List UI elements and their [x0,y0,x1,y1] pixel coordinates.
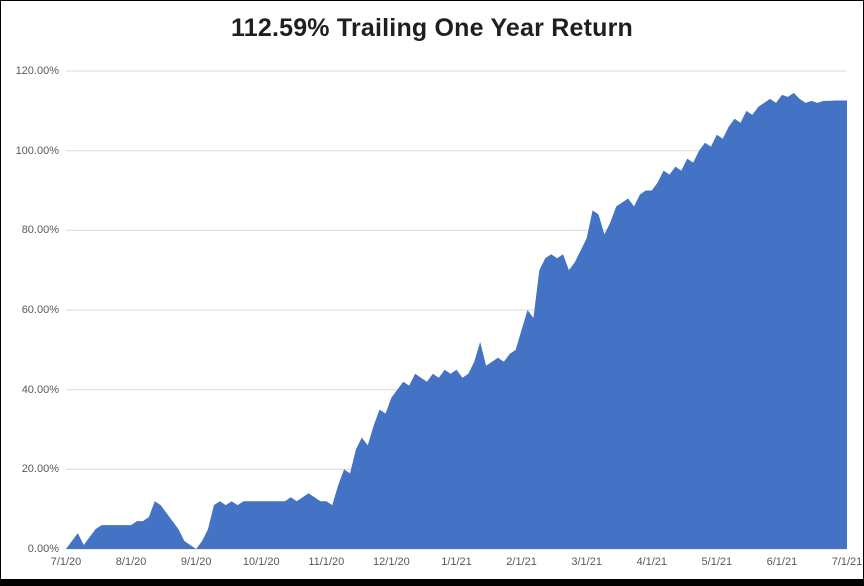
x-tick-label: 2/1/21 [506,556,537,568]
x-tick-label: 11/1/20 [308,556,345,568]
x-tick-label: 4/1/21 [636,556,668,568]
x-tick-label: 8/1/20 [115,556,147,568]
y-tick-label: 0.00% [27,543,59,555]
y-tick-label: 40.00% [21,383,59,396]
x-tick-label: 10/1/20 [242,556,280,568]
y-tick-label: 120.00% [15,65,59,77]
chart-title: 112.59% Trailing One Year Return [231,14,633,42]
x-tick-label: 12/1/20 [373,556,410,568]
return-area-series [66,92,847,549]
x-tick-label: 7/1/21 [831,556,863,568]
x-tick-label: 1/1/21 [441,556,472,568]
x-tick-label: 6/1/21 [766,556,798,568]
y-tick-label: 20.00% [21,463,59,476]
y-tick-label: 80.00% [21,224,59,237]
y-tick-label: 60.00% [21,304,59,316]
x-tick-label: 9/1/20 [180,556,212,568]
x-tick-label: 5/1/21 [701,556,733,568]
area-chart-svg [66,70,847,550]
window-bottom-edge [1,579,863,585]
plot-area [66,70,847,550]
x-tick-label: 7/1/20 [50,556,82,568]
y-tick-label: 100.00% [15,144,59,157]
x-tick-label: 3/1/21 [571,556,602,568]
